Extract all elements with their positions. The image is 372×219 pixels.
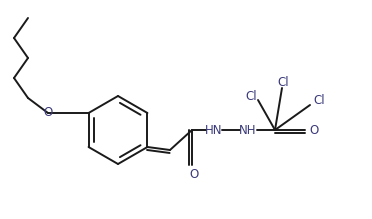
Text: O: O [44, 106, 52, 120]
Text: O: O [310, 124, 319, 136]
Text: HN: HN [205, 124, 223, 136]
Text: Cl: Cl [313, 95, 325, 108]
Text: Cl: Cl [245, 90, 257, 102]
Text: O: O [189, 168, 199, 180]
Text: Cl: Cl [277, 76, 289, 88]
Text: NH: NH [239, 124, 257, 136]
